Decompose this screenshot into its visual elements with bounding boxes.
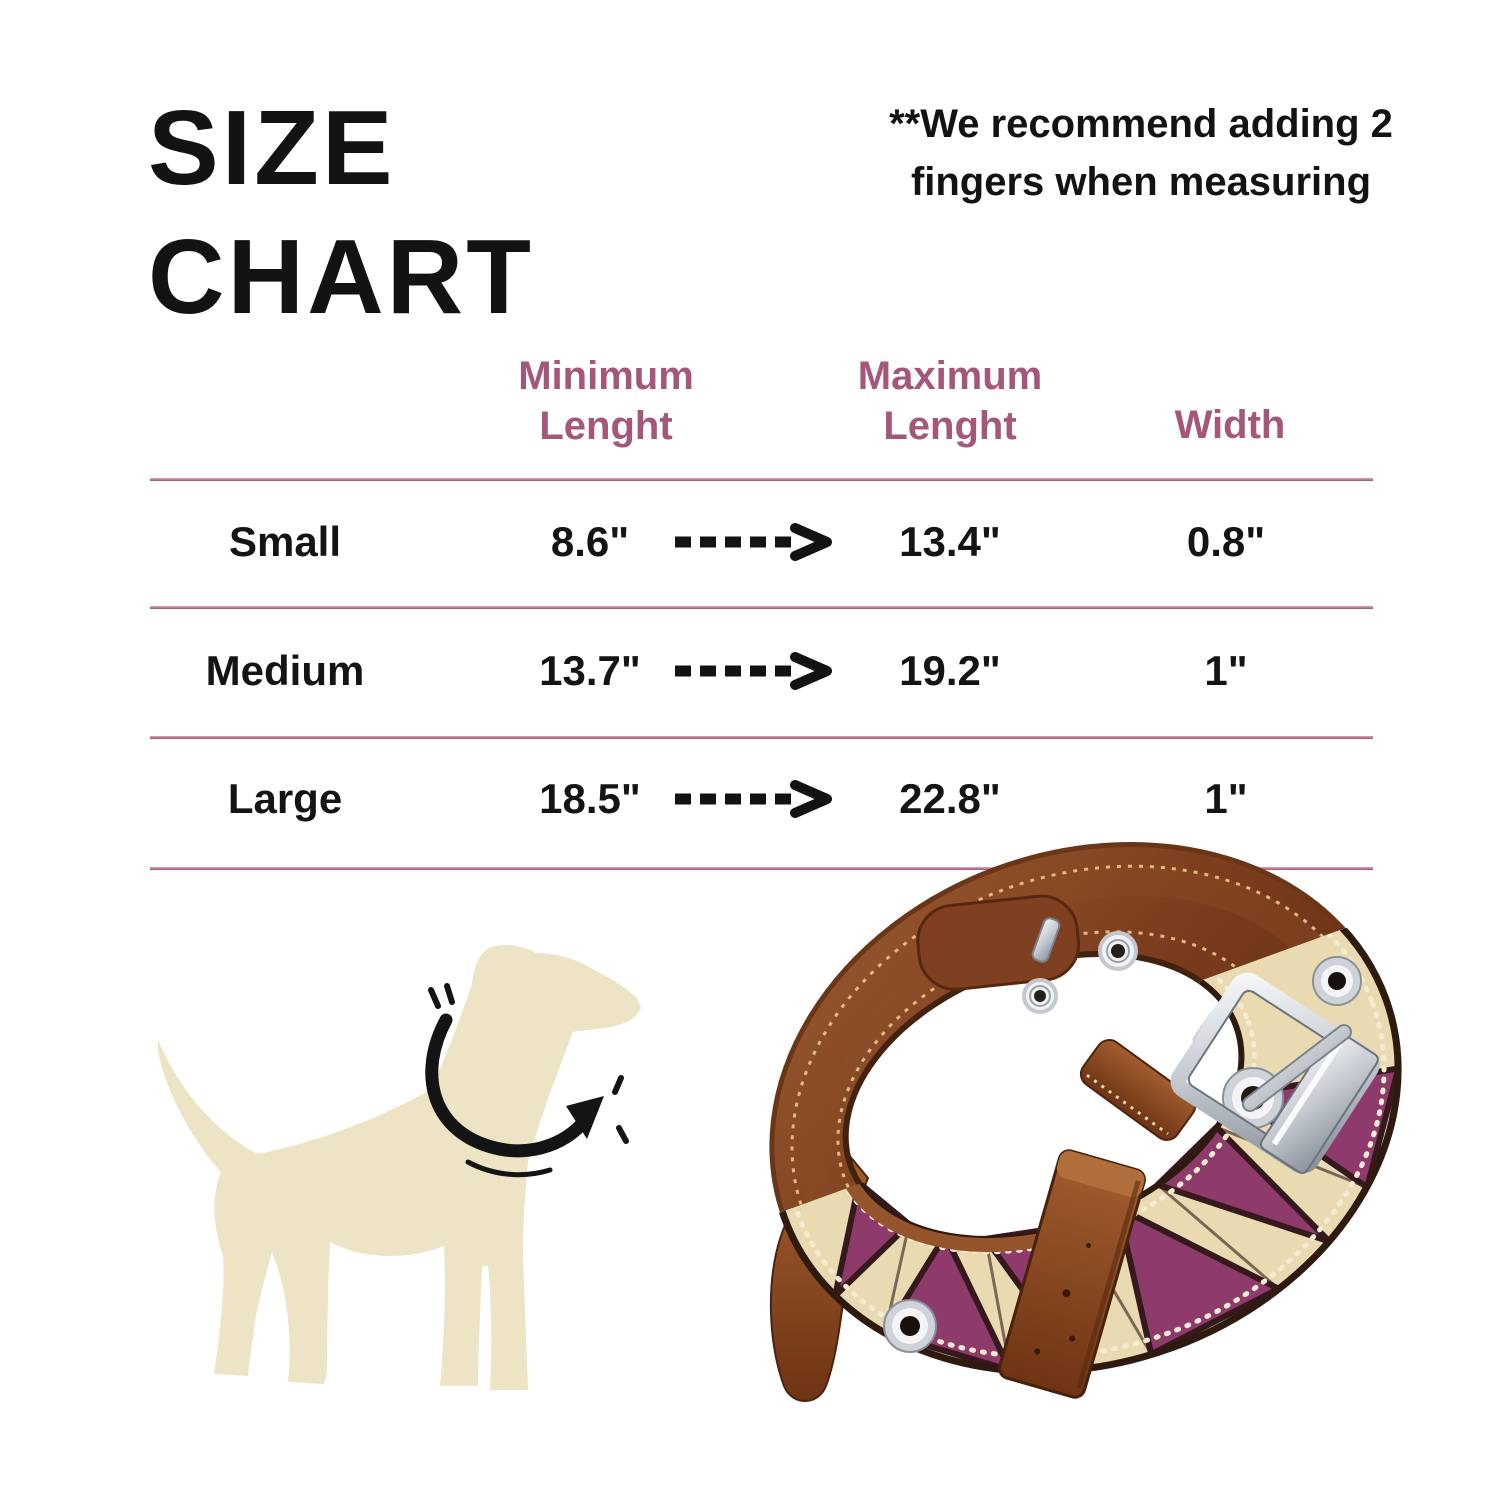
page-title: SIZE CHART [148,84,534,343]
measuring-note: **We recommend adding 2 fingers when mea… [889,102,1393,204]
rivet [1098,931,1138,971]
collar-rivet-tab [916,894,1081,991]
width-value: 1" [1204,647,1248,694]
collar-keeper-loop [998,1149,1146,1399]
grommet [883,1299,937,1353]
collar-tongue-tip [1079,1039,1197,1141]
divider-line [150,478,1373,481]
min-length-value: 18.5" [539,775,641,822]
dog-silhouette [157,944,641,1390]
max-length-value: 19.2" [899,647,1001,694]
grommet [1312,956,1362,1006]
neck-measure-arrow-icon [425,983,629,1178]
divider-line [150,736,1373,739]
min-length-value: 8.6" [550,518,630,565]
min-length-value: 13.7" [539,647,641,694]
collar-product-photo [768,842,1402,1402]
title-line2: CHART [148,218,534,337]
metal-clip [1031,917,1061,963]
divider-line [150,867,1373,870]
title-line1: SIZE [148,89,396,207]
dashed-arrow-icon [669,651,845,691]
divider-line [150,606,1373,609]
width-value: 1" [1204,775,1248,822]
dashed-arrow-icon [669,522,845,562]
size-label: Large [227,775,343,822]
dashed-arrow-icon [669,779,845,819]
column-header-width: Width [1174,403,1286,447]
size-label: Medium [205,647,365,694]
max-length-value: 13.4" [899,518,1001,565]
column-header-maximum-length: Maximum Lenght [857,354,1043,448]
rivet [1022,978,1058,1014]
max-length-value: 22.8" [899,775,1001,822]
collar-buckle [1170,972,1380,1174]
dog-silhouette-graphic [157,944,641,1390]
column-header-minimum-length: Minimum Lenght [518,354,694,448]
size-label: Small [228,518,342,565]
width-value: 0.8" [1186,518,1266,565]
